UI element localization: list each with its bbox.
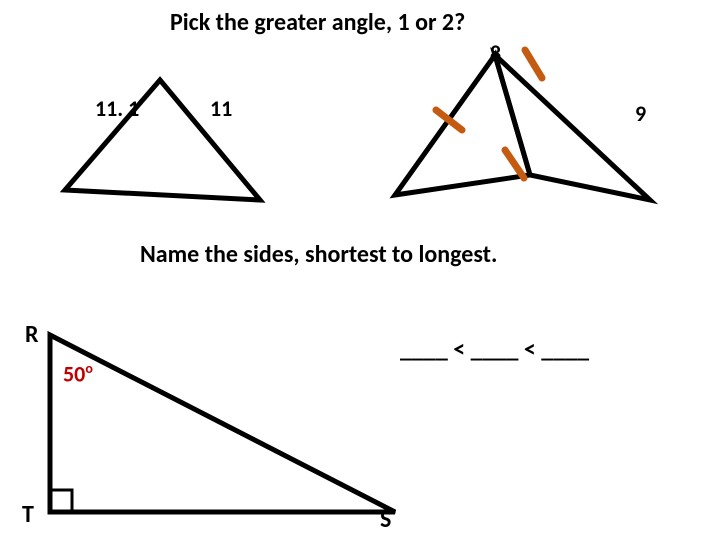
angle-50: 50o xyxy=(63,360,93,387)
question-1-title: Pick the greater angle, 1 or 2? xyxy=(170,8,465,37)
vertex-S: S xyxy=(380,505,391,534)
tick-2 xyxy=(436,110,462,130)
triangle-quad-right xyxy=(495,55,650,200)
tick-3 xyxy=(505,150,524,178)
vertex-R: R xyxy=(25,320,39,349)
angle-50-degree: o xyxy=(85,360,93,377)
tick-1 xyxy=(525,50,542,78)
triangle1-label: 11. 1 xyxy=(95,95,139,122)
question-2-title: Name the sides, shortest to longest. xyxy=(140,240,497,269)
inequality-blanks: ____ < ____ < ____ xyxy=(400,335,589,364)
right-triangle xyxy=(50,335,395,512)
vertex-T: T xyxy=(22,500,34,529)
triangle-quad-left xyxy=(395,55,530,195)
right-angle-mark xyxy=(50,490,72,512)
label-9: 9 xyxy=(635,100,646,127)
diagram-canvas xyxy=(0,0,720,540)
label-11: 11 xyxy=(210,95,232,122)
angle-50-value: 50 xyxy=(63,360,85,387)
label-8: 8 xyxy=(490,40,501,67)
